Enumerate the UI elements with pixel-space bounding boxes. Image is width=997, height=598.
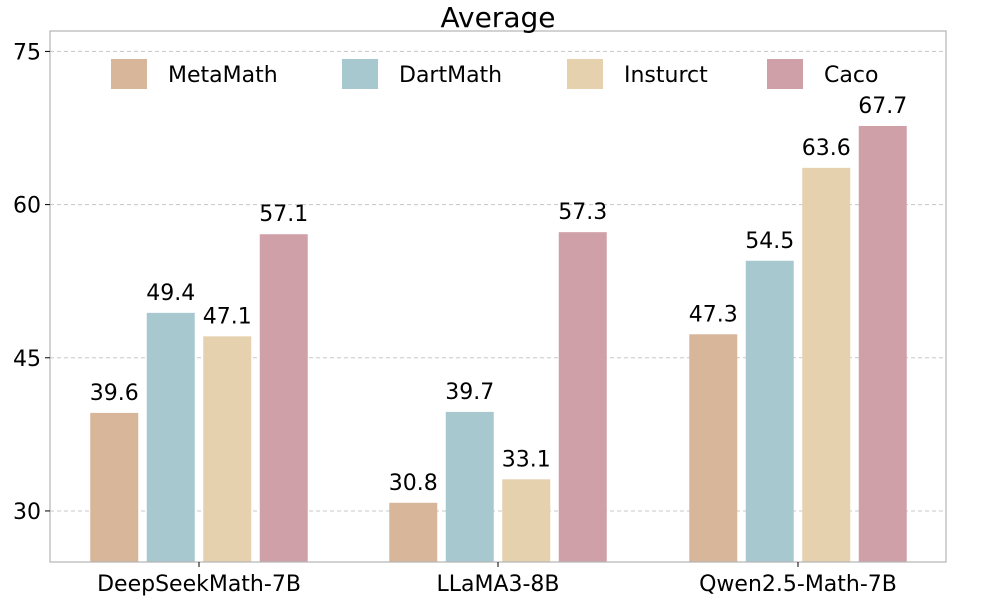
legend-label-metamath: MetaMath (168, 63, 278, 88)
legend-label-dartmath: DartMath (399, 63, 502, 88)
bar-layer (90, 125, 907, 563)
data-label-caco-1: 57.3 (558, 200, 607, 225)
y-tick-label-75: 75 (13, 40, 41, 65)
data-label-dartmath-2: 54.5 (745, 229, 794, 254)
legend: MetaMath DartMath Insturct Caco (111, 59, 878, 89)
grid-layer (50, 50, 946, 512)
x-tick-label-1: LLaMA3-8B (436, 572, 559, 597)
chart-title: Average (441, 1, 556, 34)
data-label-metamath-1: 30.8 (389, 471, 438, 496)
data-label-insturct-2: 63.6 (802, 136, 851, 161)
data-label-insturct-0: 47.1 (203, 304, 252, 329)
legend-swatch-insturct (567, 59, 603, 89)
legend-label-insturct: Insturct (624, 63, 708, 88)
data-label-caco-2: 67.7 (858, 94, 907, 119)
bar-dartmath-2 (745, 260, 794, 562)
bar-metamath-2 (689, 334, 738, 562)
data-label-metamath-0: 39.6 (90, 381, 139, 406)
y-tick-label-60: 60 (13, 194, 41, 219)
legend-label-caco: Caco (824, 63, 878, 88)
bar-insturct-1 (502, 479, 551, 562)
bar-insturct-2 (802, 167, 851, 563)
y-tick-label-45: 45 (13, 347, 41, 372)
data-label-insturct-1: 33.1 (502, 447, 551, 472)
bar-caco-0 (259, 234, 308, 563)
bar-dartmath-1 (445, 411, 494, 562)
x-tick-label-0: DeepSeekMath-7B (97, 572, 301, 597)
bar-metamath-0 (90, 412, 139, 562)
data-label-dartmath-0: 49.4 (146, 281, 195, 306)
data-label-dartmath-1: 39.7 (445, 380, 494, 405)
legend-swatch-caco (767, 59, 803, 89)
bar-metamath-1 (389, 502, 438, 562)
data-label-layer: 39.6 49.4 47.1 57.1 30.8 39.7 33.1 57.3 47.3 54.5… (90, 94, 907, 496)
legend-swatch-dartmath (342, 59, 378, 89)
legend-swatch-metamath (111, 59, 147, 89)
bar-insturct-0 (203, 336, 252, 562)
data-label-metamath-2: 47.3 (689, 302, 738, 327)
y-axis: 30 45 60 75 (13, 40, 50, 525)
x-tick-label-2: Qwen2.5-Math-7B (699, 572, 897, 597)
bar-dartmath-0 (146, 312, 195, 562)
bar-caco-2 (858, 125, 907, 562)
y-tick-label-30: 30 (13, 500, 41, 525)
x-axis: DeepSeekMath-7B LLaMA3-8B Qwen2.5-Math-7B (97, 562, 897, 597)
bar-caco-1 (558, 232, 607, 563)
data-label-caco-0: 57.1 (259, 202, 308, 227)
